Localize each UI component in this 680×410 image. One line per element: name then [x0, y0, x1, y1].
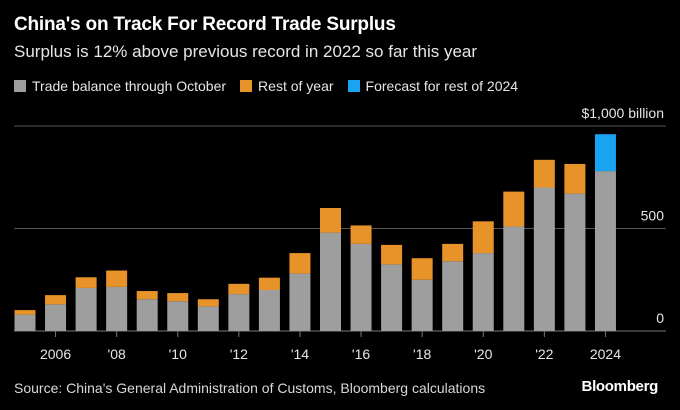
x-tick-label: '08: [108, 346, 126, 362]
chart-subtitle: Surplus is 12% above previous record in …: [14, 42, 478, 61]
x-tick-label: '16: [352, 346, 370, 362]
chart-title: China's on Track For Record Trade Surplu…: [14, 14, 396, 35]
bar-2017-series-1: [381, 244, 403, 265]
bar-2012-series-1: [228, 283, 250, 295]
bar-2017-series-0: [381, 264, 403, 331]
bar-2015-series-0: [320, 232, 341, 331]
bar-2020-series-0: [472, 253, 494, 331]
bar-2007-series-0: [75, 287, 97, 331]
bar-2021-series-1: [503, 191, 525, 227]
legend-item-rest-of-year: Rest of year: [240, 78, 334, 94]
legend-label: Forecast for rest of 2024: [365, 78, 519, 94]
bar-2005-series-0: [14, 314, 36, 331]
x-tick-label: 2006: [40, 346, 71, 362]
legend-item-forecast: Forecast for rest of 2024: [347, 78, 519, 94]
bar-2010-series-0: [167, 301, 189, 331]
legend-label: Rest of year: [258, 78, 334, 94]
bar-2014-series-1: [289, 253, 311, 274]
bar-2014-series-0: [289, 273, 311, 331]
bar-2011-series-1: [197, 299, 219, 307]
bar-2022-series-0: [533, 187, 555, 331]
x-axis: 2006 '08 '10 '12 '14 '16 '18 '20 '22 2024: [40, 331, 621, 362]
legend-swatch-gray: [14, 80, 26, 92]
bar-2011-series-0: [197, 306, 219, 331]
source-note: Source: China's General Administration o…: [14, 380, 486, 396]
y-tick-label: 0: [656, 310, 664, 326]
bar-2019-series-1: [442, 243, 464, 262]
bar-2016-series-0: [350, 243, 372, 331]
x-tick-label: 2024: [590, 346, 621, 362]
bloomberg-logo: Bloomberg: [581, 378, 659, 395]
bar-2016-series-1: [350, 225, 372, 244]
bar-2006-series-0: [45, 304, 67, 331]
bar-2018-series-0: [411, 279, 433, 331]
x-tick-label: '22: [535, 346, 553, 362]
bar-2009-series-1: [136, 291, 158, 300]
y-axis-labels: 0 500 $1,000 billion: [581, 105, 664, 326]
x-tick-label: '18: [413, 346, 431, 362]
bar-2023-series-1: [564, 163, 586, 194]
bar-2007-series-1: [75, 277, 97, 288]
bar-2006-series-1: [45, 295, 67, 305]
legend-item-through-october: Trade balance through October: [14, 78, 226, 94]
y-tick-label: $1,000 billion: [581, 105, 664, 121]
bar-2021-series-0: [503, 226, 525, 331]
bar-2024-series-0: [594, 171, 616, 331]
bar-2023-series-0: [564, 193, 586, 331]
x-tick-label: '10: [169, 346, 187, 362]
x-tick-label: '12: [230, 346, 248, 362]
bar-2019-series-0: [442, 261, 464, 331]
bar-2018-series-1: [411, 258, 433, 280]
bar-2005-series-1: [14, 310, 36, 315]
y-tick-label: 500: [641, 208, 665, 224]
bar-2020-series-1: [472, 221, 494, 254]
bar-2010-series-1: [167, 293, 189, 302]
legend-swatch-orange: [240, 80, 253, 92]
legend-swatch-blue: [347, 80, 360, 92]
bar-2008-series-1: [106, 270, 128, 287]
bar-2013-series-0: [258, 290, 280, 331]
legend-label: Trade balance through October: [32, 78, 227, 94]
bar-2009-series-0: [136, 299, 158, 331]
bar-2013-series-1: [258, 277, 280, 290]
bar-2015-series-1: [320, 208, 341, 233]
legend: Trade balance through October Rest of ye…: [14, 78, 532, 94]
x-tick-label: '14: [291, 346, 309, 362]
x-tick-label: '20: [474, 346, 492, 362]
bar-2008-series-0: [106, 286, 128, 331]
bar-2022-series-1: [533, 159, 555, 188]
bar-2012-series-0: [228, 294, 250, 331]
bar-2024-series-2: [594, 134, 616, 172]
bars: [14, 134, 616, 331]
